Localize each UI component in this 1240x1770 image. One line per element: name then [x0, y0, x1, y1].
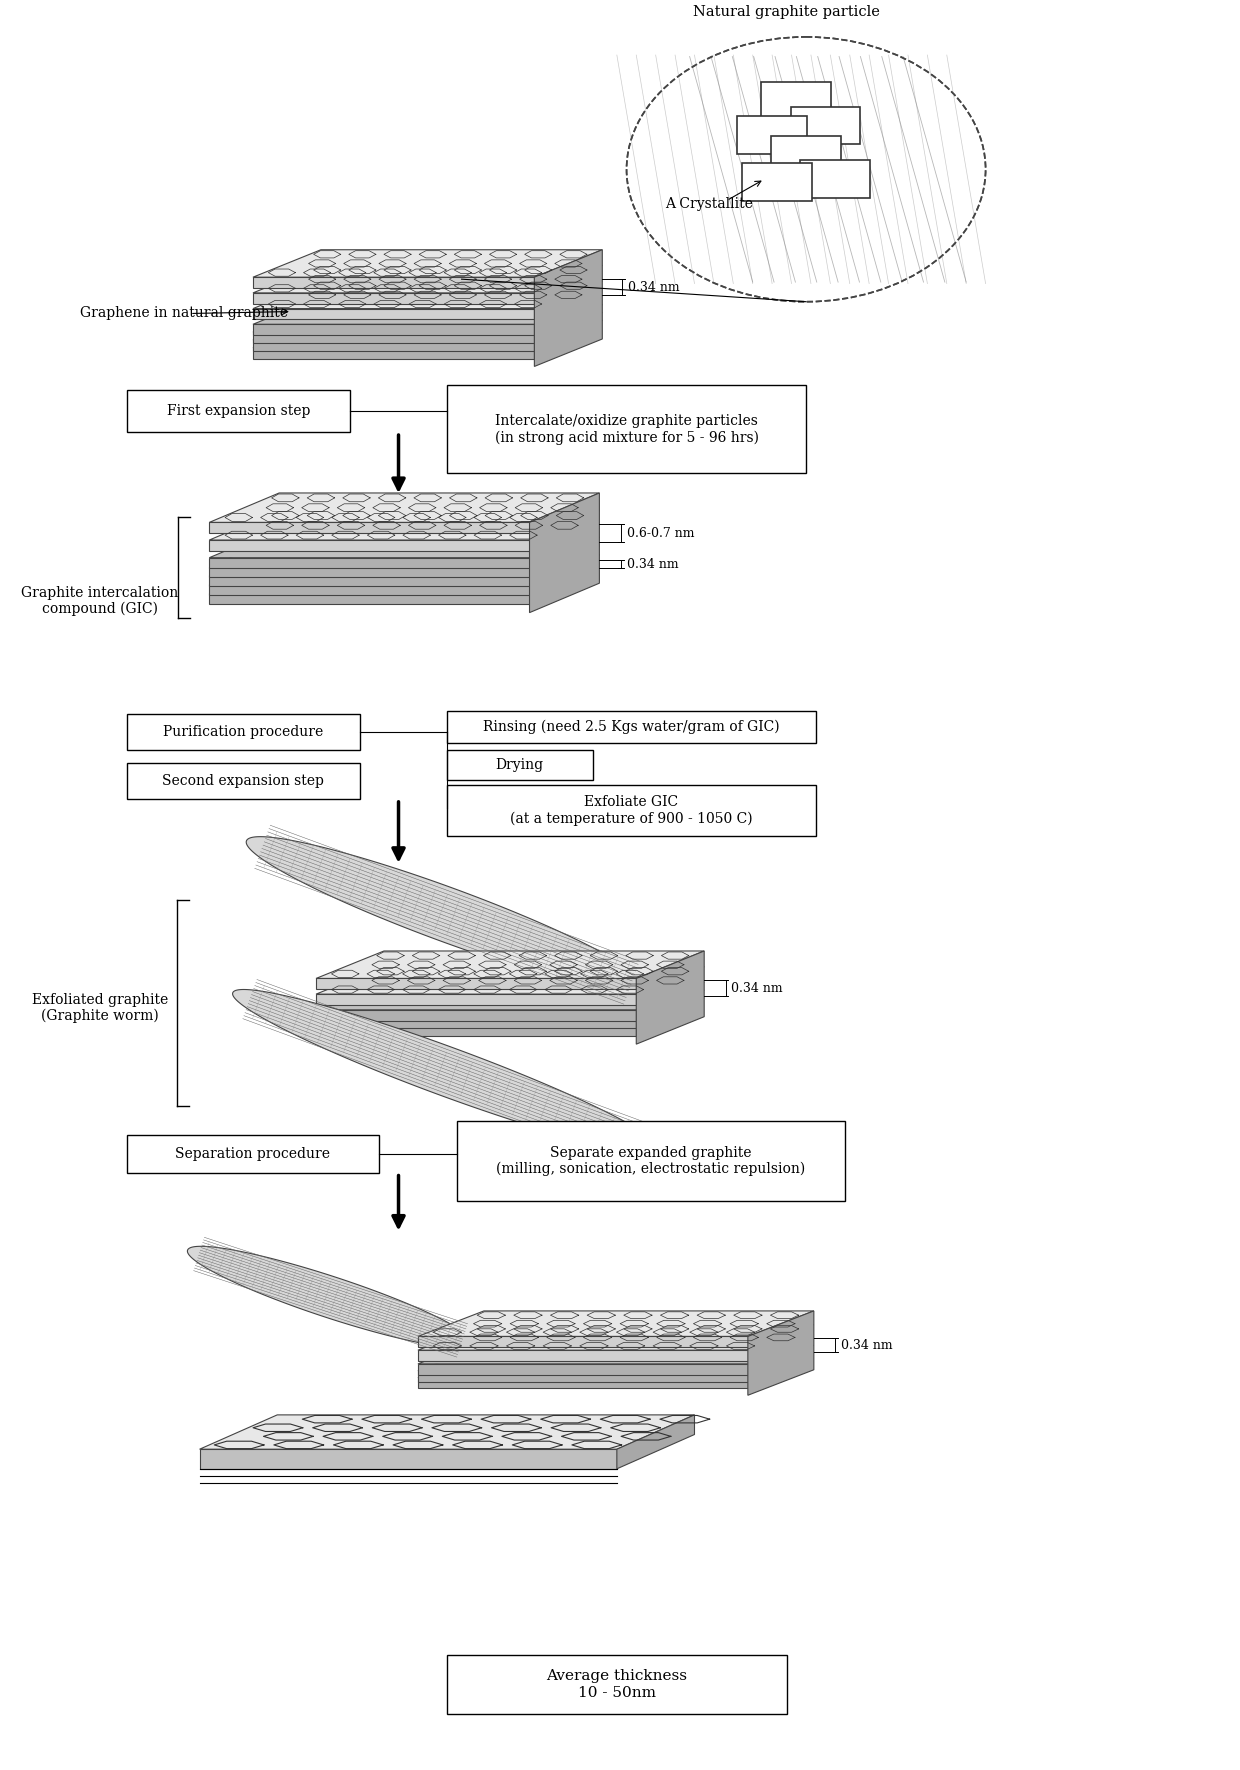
Ellipse shape	[626, 37, 986, 301]
Polygon shape	[210, 522, 529, 533]
Polygon shape	[210, 510, 599, 540]
Polygon shape	[418, 1370, 748, 1382]
Text: Exfoliate GIC
(at a temperature of 900 - 1050 C): Exfoliate GIC (at a temperature of 900 -…	[510, 795, 753, 827]
Polygon shape	[253, 308, 534, 319]
Polygon shape	[210, 593, 529, 604]
Bar	[448, 750, 593, 781]
Polygon shape	[800, 161, 870, 198]
Polygon shape	[233, 989, 661, 1154]
Polygon shape	[210, 540, 529, 550]
Text: A Crystallite: A Crystallite	[665, 196, 753, 211]
Polygon shape	[316, 982, 704, 1011]
Polygon shape	[253, 297, 603, 324]
Bar	[448, 786, 816, 835]
Polygon shape	[742, 163, 812, 200]
Polygon shape	[418, 1336, 748, 1347]
Polygon shape	[253, 324, 534, 335]
Polygon shape	[253, 278, 534, 289]
Polygon shape	[253, 313, 603, 340]
Text: Natural graphite particle: Natural graphite particle	[693, 5, 880, 19]
Polygon shape	[210, 563, 599, 593]
Polygon shape	[418, 1345, 813, 1370]
Polygon shape	[418, 1338, 813, 1365]
Polygon shape	[210, 558, 529, 568]
Polygon shape	[316, 1018, 636, 1028]
Polygon shape	[316, 998, 704, 1025]
Polygon shape	[418, 1352, 813, 1377]
Bar	[126, 1135, 379, 1174]
Polygon shape	[200, 1450, 616, 1469]
Polygon shape	[253, 320, 603, 349]
Polygon shape	[418, 1351, 748, 1361]
Polygon shape	[210, 584, 529, 595]
Polygon shape	[187, 1246, 474, 1349]
Text: Average thickness
10 - 50nm: Average thickness 10 - 50nm	[547, 1669, 687, 1699]
Text: Exfoliated graphite
(Graphite worm): Exfoliated graphite (Graphite worm)	[31, 993, 167, 1023]
Polygon shape	[316, 950, 704, 979]
Polygon shape	[316, 989, 704, 1018]
Polygon shape	[316, 1011, 636, 1021]
Text: 0.34 nm: 0.34 nm	[626, 558, 678, 570]
Text: Purification procedure: Purification procedure	[164, 724, 324, 738]
Text: Separate expanded graphite
(milling, sonication, electrostatic repulsion): Separate expanded graphite (milling, son…	[496, 1145, 806, 1177]
Polygon shape	[761, 81, 831, 119]
Polygon shape	[316, 995, 636, 1005]
Polygon shape	[738, 117, 807, 154]
Polygon shape	[210, 536, 599, 566]
Polygon shape	[418, 1365, 748, 1375]
Text: Rinsing (need 2.5 Kgs water/gram of GIC): Rinsing (need 2.5 Kgs water/gram of GIC)	[484, 720, 780, 735]
Polygon shape	[529, 494, 599, 612]
Polygon shape	[316, 1025, 636, 1035]
Polygon shape	[791, 106, 861, 143]
Polygon shape	[210, 494, 599, 522]
Polygon shape	[316, 966, 704, 995]
Bar	[126, 389, 350, 432]
Text: Graphite intercalation
compound (GIC): Graphite intercalation compound (GIC)	[21, 586, 179, 616]
Text: First expansion step: First expansion step	[166, 404, 310, 418]
Text: Separation procedure: Separation procedure	[175, 1147, 330, 1161]
Polygon shape	[253, 304, 603, 333]
Polygon shape	[210, 554, 599, 584]
Text: 0.34 nm: 0.34 nm	[627, 280, 680, 294]
Bar	[126, 713, 360, 750]
Polygon shape	[253, 333, 534, 343]
Polygon shape	[253, 250, 603, 278]
Bar	[448, 1655, 786, 1713]
Polygon shape	[316, 979, 636, 989]
Text: Drying: Drying	[496, 758, 544, 772]
Polygon shape	[418, 1324, 813, 1351]
Text: Second expansion step: Second expansion step	[162, 773, 324, 788]
Polygon shape	[253, 281, 603, 308]
Polygon shape	[771, 136, 841, 173]
Text: 0.6-0.7 nm: 0.6-0.7 nm	[626, 527, 694, 540]
Bar	[448, 712, 816, 743]
Text: 0.34 nm: 0.34 nm	[841, 1338, 893, 1352]
Bar	[456, 1120, 844, 1202]
Polygon shape	[748, 1312, 813, 1395]
Polygon shape	[636, 950, 704, 1044]
Polygon shape	[210, 545, 599, 575]
Polygon shape	[247, 837, 647, 993]
Bar	[126, 763, 360, 798]
Polygon shape	[534, 250, 603, 366]
Bar	[448, 386, 806, 473]
Polygon shape	[210, 566, 529, 577]
Polygon shape	[210, 575, 529, 586]
Polygon shape	[418, 1312, 813, 1336]
Polygon shape	[418, 1377, 748, 1388]
Polygon shape	[616, 1414, 694, 1469]
Polygon shape	[253, 292, 534, 304]
Text: 0.34 nm: 0.34 nm	[732, 982, 782, 995]
Polygon shape	[253, 349, 534, 359]
Polygon shape	[253, 340, 534, 350]
Polygon shape	[210, 527, 599, 558]
Text: Intercalate/oxidize graphite particles
(in strong acid mixture for 5 - 96 hrs): Intercalate/oxidize graphite particles (…	[495, 414, 759, 444]
Polygon shape	[200, 1414, 694, 1450]
Polygon shape	[253, 266, 603, 292]
Text: Graphene in natural graphite: Graphene in natural graphite	[81, 306, 288, 320]
